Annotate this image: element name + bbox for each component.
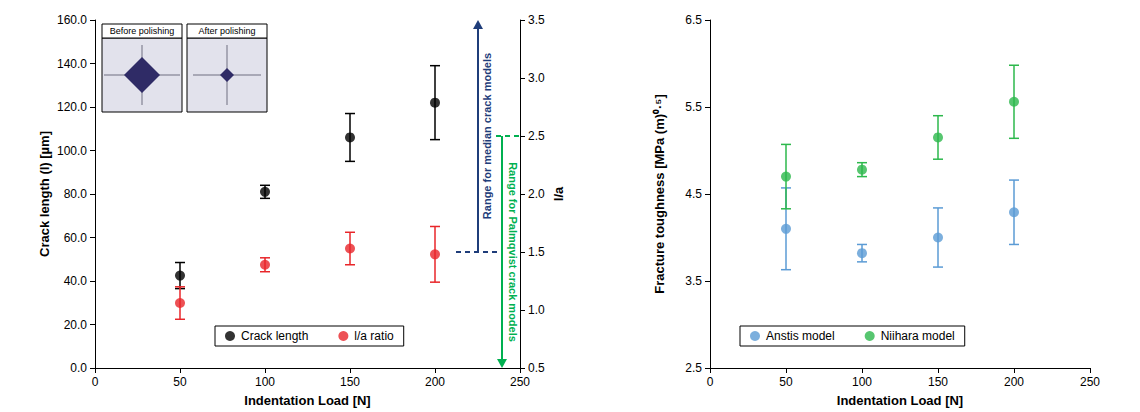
svg-text:150: 150 xyxy=(928,375,948,389)
svg-text:0.5: 0.5 xyxy=(528,361,545,375)
svg-text:140.0: 140.0 xyxy=(57,57,87,71)
svg-text:Crack length: Crack length xyxy=(241,329,308,343)
svg-text:Range for median crack models: Range for median crack models xyxy=(481,53,493,219)
svg-text:250: 250 xyxy=(1080,375,1100,389)
svg-text:3.5: 3.5 xyxy=(685,274,702,288)
svg-text:160.0: 160.0 xyxy=(57,13,87,27)
svg-text:0: 0 xyxy=(707,375,714,389)
svg-text:6.5: 6.5 xyxy=(685,13,702,27)
svg-text:3.5: 3.5 xyxy=(528,13,545,27)
svg-text:2.5: 2.5 xyxy=(685,361,702,375)
svg-text:60.0: 60.0 xyxy=(64,231,88,245)
svg-text:250: 250 xyxy=(510,375,530,389)
svg-text:100.0: 100.0 xyxy=(57,144,87,158)
svg-text:1.0: 1.0 xyxy=(528,303,545,317)
svg-text:40.0: 40.0 xyxy=(64,274,88,288)
svg-text:Range for Palmqvist crack mode: Range for Palmqvist crack models xyxy=(507,162,519,342)
svg-text:After polishing: After polishing xyxy=(198,26,255,36)
svg-text:3.0: 3.0 xyxy=(528,71,545,85)
svg-text:120.0: 120.0 xyxy=(57,100,87,114)
svg-text:Before polishing: Before polishing xyxy=(110,26,175,36)
svg-text:4.5: 4.5 xyxy=(685,187,702,201)
svg-text:150: 150 xyxy=(340,375,360,389)
svg-text:5.5: 5.5 xyxy=(685,100,702,114)
svg-text:Indentation Load [N]: Indentation Load [N] xyxy=(244,393,370,408)
svg-text:l/a ratio: l/a ratio xyxy=(354,329,394,343)
svg-text:50: 50 xyxy=(173,375,187,389)
svg-text:100: 100 xyxy=(255,375,275,389)
svg-text:l/a: l/a xyxy=(551,186,566,201)
svg-text:Crack length (l) [µm]: Crack length (l) [µm] xyxy=(37,131,52,257)
svg-text:2.0: 2.0 xyxy=(528,187,545,201)
svg-text:0: 0 xyxy=(92,375,99,389)
svg-text:200: 200 xyxy=(1004,375,1024,389)
svg-text:100: 100 xyxy=(852,375,872,389)
svg-text:2.5: 2.5 xyxy=(528,129,545,143)
svg-text:20.0: 20.0 xyxy=(64,318,88,332)
svg-text:0.0: 0.0 xyxy=(70,361,87,375)
svg-text:1.5: 1.5 xyxy=(528,245,545,259)
svg-text:50: 50 xyxy=(779,375,793,389)
svg-text:80.0: 80.0 xyxy=(64,187,88,201)
svg-text:Niihara model: Niihara model xyxy=(881,329,955,343)
svg-text:Indentation Load [N]: Indentation Load [N] xyxy=(837,393,963,408)
svg-text:200: 200 xyxy=(425,375,445,389)
svg-text:Anstis model: Anstis model xyxy=(766,329,835,343)
svg-text:Fracture toughness [MPa (m)⁰·⁵: Fracture toughness [MPa (m)⁰·⁵] xyxy=(652,94,667,294)
